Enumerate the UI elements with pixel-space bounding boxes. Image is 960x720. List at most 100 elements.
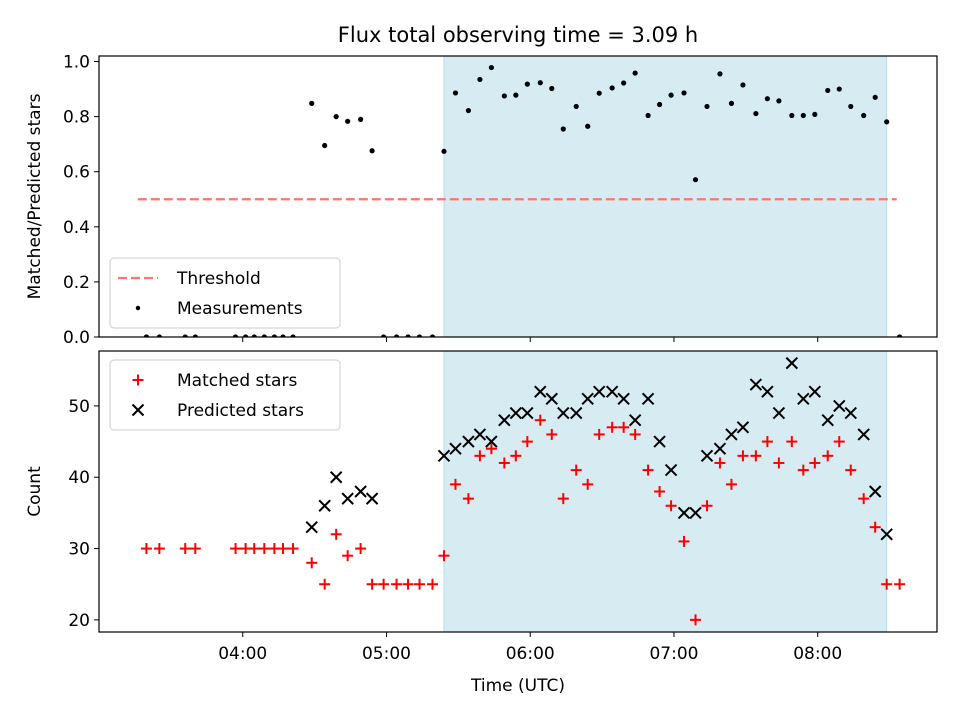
x-tick-label: 05:00	[362, 644, 411, 664]
data-point	[426, 578, 438, 590]
y-tick-label: 20	[68, 611, 90, 631]
panel-2: 20 30 40 50 04:00 05:00 06:00 07:00 08:00 Count Ma…	[25, 350, 938, 664]
data-point	[665, 500, 677, 512]
y-tick-label: 1.0	[63, 53, 90, 73]
data-point	[462, 435, 475, 448]
data-point	[618, 421, 630, 433]
data-point	[140, 543, 152, 555]
data-points	[140, 356, 906, 626]
legend-marker	[135, 305, 141, 311]
data-point	[629, 428, 641, 440]
data-point	[521, 436, 533, 448]
data-point	[753, 110, 759, 117]
data-point	[488, 64, 495, 71]
data-point	[414, 578, 426, 590]
data-point	[477, 76, 483, 83]
data-point	[677, 506, 691, 520]
data-point	[545, 392, 558, 405]
data-point	[534, 385, 547, 398]
data-point	[560, 126, 566, 132]
data-point	[700, 449, 714, 463]
data-point	[785, 356, 799, 370]
data-point	[393, 334, 400, 337]
data-point	[243, 334, 249, 337]
data-point	[617, 392, 630, 405]
data-point	[872, 94, 878, 100]
data-point	[329, 471, 343, 484]
data-point	[510, 450, 522, 462]
panel-1: 0.0 0.2 0.4 0.6 0.8 1.0 Matched/Predicted star…	[25, 53, 938, 348]
data-point	[358, 116, 364, 122]
data-point	[570, 406, 583, 420]
y-tick-label: 30	[68, 540, 90, 560]
data-point	[345, 118, 351, 124]
data-point	[582, 478, 594, 490]
data-point	[290, 334, 296, 337]
data-point	[833, 399, 846, 413]
data-point	[287, 543, 299, 555]
chart-title: Flux total observing time = 3.09 h	[338, 23, 698, 47]
data-point	[524, 81, 530, 87]
data-point	[153, 543, 165, 555]
data-point	[429, 334, 436, 337]
data-point	[868, 485, 882, 498]
data-point	[593, 385, 606, 398]
x-tick-label: 04:00	[218, 644, 267, 664]
data-point	[776, 98, 782, 104]
data-point	[581, 392, 594, 405]
data-point	[378, 578, 390, 590]
series-1	[143, 64, 903, 337]
data-point	[809, 457, 821, 469]
data-point	[714, 457, 726, 469]
data-point	[416, 334, 423, 337]
data-point	[773, 457, 785, 469]
data-point	[740, 82, 746, 88]
series-2	[305, 356, 893, 541]
data-point	[391, 578, 403, 590]
data-point	[609, 85, 615, 91]
data-point	[845, 464, 857, 476]
data-point	[654, 486, 666, 497]
data-point	[192, 334, 198, 337]
y-tick-label: 0.2	[63, 273, 90, 293]
y-tick-label: 0.8	[63, 108, 90, 128]
data-point	[836, 86, 842, 92]
data-point	[452, 90, 459, 96]
legend-label: Measurements	[177, 299, 303, 319]
data-point	[354, 485, 367, 498]
data-point	[645, 112, 651, 119]
data-point	[800, 112, 806, 119]
data-point	[797, 464, 809, 476]
data-point	[232, 334, 239, 337]
data-point	[277, 543, 289, 555]
y-axis-label: Matched/Predicted stars	[25, 93, 45, 299]
data-point	[689, 506, 702, 520]
data-point	[248, 543, 260, 555]
y-tick-label: 0.6	[63, 163, 90, 183]
legend: Threshold Measurements	[109, 257, 341, 329]
data-point	[271, 334, 277, 337]
data-point	[641, 392, 655, 405]
data-point	[513, 92, 519, 98]
data-point	[309, 100, 315, 106]
data-point	[797, 392, 810, 405]
x-tick-label: 07:00	[649, 644, 698, 664]
data-point	[189, 543, 201, 555]
data-point	[880, 528, 893, 541]
data-point	[534, 414, 546, 426]
axes-frame	[98, 350, 938, 633]
data-point	[606, 421, 618, 433]
axes-frame	[98, 55, 938, 338]
data-point	[381, 334, 387, 337]
data-point	[825, 87, 831, 94]
data-point	[449, 478, 461, 490]
data-point	[713, 442, 727, 455]
data-point	[318, 499, 331, 512]
data-point	[786, 436, 798, 448]
data-point	[736, 421, 750, 434]
data-point	[701, 500, 713, 512]
data-point	[449, 442, 462, 455]
legend-label: Threshold	[176, 269, 261, 289]
data-point	[498, 457, 510, 469]
y-tick-label: 50	[68, 397, 90, 417]
